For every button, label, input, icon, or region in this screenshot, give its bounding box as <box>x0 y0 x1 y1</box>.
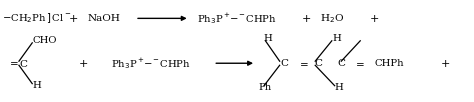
Text: H$_2$O: H$_2$O <box>320 12 344 25</box>
Text: NaOH: NaOH <box>88 14 121 23</box>
Text: $=$: $=$ <box>353 59 365 68</box>
Text: $+$: $+$ <box>301 13 311 24</box>
Text: C: C <box>337 59 345 68</box>
Text: C: C <box>281 59 288 68</box>
Text: H: H <box>32 81 41 90</box>
Text: CHPh: CHPh <box>374 59 404 68</box>
Text: $=$C: $=$C <box>7 58 29 69</box>
Text: H: H <box>264 34 272 43</box>
Text: $+$: $+$ <box>68 13 79 24</box>
Text: CHO: CHO <box>32 36 57 45</box>
Text: $+$: $+$ <box>369 13 380 24</box>
Text: C: C <box>315 59 322 68</box>
Text: H: H <box>332 34 341 43</box>
Text: Ph$_3$P$^+\!\!-\!\!$$^-$CHPh: Ph$_3$P$^+\!\!-\!\!$$^-$CHPh <box>197 11 276 26</box>
Text: H: H <box>335 83 343 92</box>
Text: Ph$_3$P$^+\!\!-\!\!$$^-$CHPh: Ph$_3$P$^+\!\!-\!\!$$^-$CHPh <box>111 56 191 71</box>
Text: $+$: $+$ <box>78 58 88 69</box>
Text: $=$: $=$ <box>297 59 308 68</box>
Text: $-$CH$_2$Ph$\,]\,$Cl$^-$: $-$CH$_2$Ph$\,]\,$Cl$^-$ <box>2 11 72 25</box>
Text: $+$: $+$ <box>440 58 451 69</box>
Text: Ph: Ph <box>259 83 272 92</box>
